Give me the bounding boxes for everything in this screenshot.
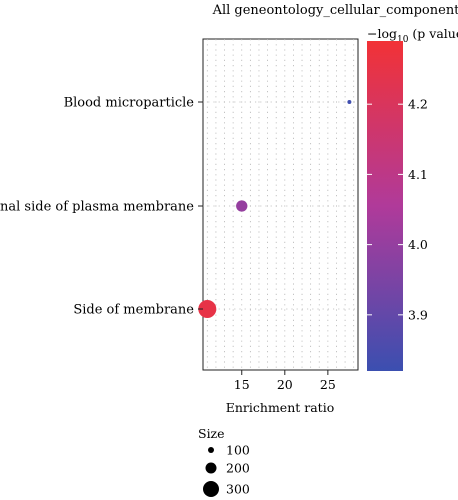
colorbar-tick-label: 4.0 xyxy=(408,237,428,252)
size-legend: 100 200 300 xyxy=(203,443,250,497)
category-labels: Blood microparticle External side of plas… xyxy=(0,96,203,318)
chart-title: All geneontology_cellular_component xyxy=(212,3,458,18)
category-label: Blood microparticle xyxy=(64,96,195,111)
x-tick-label: 20 xyxy=(277,377,293,392)
colorbar-tick-label: 4.2 xyxy=(408,97,428,112)
size-legend-label: 300 xyxy=(226,482,250,497)
colorbar-tick-label: 3.9 xyxy=(408,307,428,322)
x-tick-label: 15 xyxy=(234,377,250,392)
colorbar-title-sub: 10 xyxy=(397,35,409,45)
data-point xyxy=(347,100,352,104)
size-legend-dot xyxy=(208,447,214,453)
grid-layer xyxy=(203,39,358,370)
colorbar-tick-label: 4.1 xyxy=(408,167,428,182)
colorbar-title-suffix: (p value) xyxy=(408,26,458,41)
size-legend-dot xyxy=(203,481,219,497)
x-tick-label: 25 xyxy=(320,377,336,392)
colorbar xyxy=(367,41,403,371)
points-layer xyxy=(198,100,352,318)
size-legend-label: 200 xyxy=(226,461,250,476)
size-legend-title: Size xyxy=(198,426,225,441)
size-legend-dot xyxy=(205,462,217,474)
colorbar-title-prefix: −log xyxy=(367,26,397,41)
plot-frame xyxy=(202,38,359,371)
x-tick-labels: 15 20 25 xyxy=(234,370,336,392)
data-point xyxy=(236,200,248,212)
size-legend-label: 100 xyxy=(226,443,250,458)
colorbar-title: −log10 (p value) xyxy=(367,26,458,45)
data-point xyxy=(198,300,217,318)
colorbar-ticks: 4.2 4.1 4.0 3.9 xyxy=(367,97,428,322)
category-label: Side of membrane xyxy=(73,303,194,318)
category-label: External side of plasma membrane xyxy=(0,200,194,215)
x-axis-label: Enrichment ratio xyxy=(226,400,334,415)
